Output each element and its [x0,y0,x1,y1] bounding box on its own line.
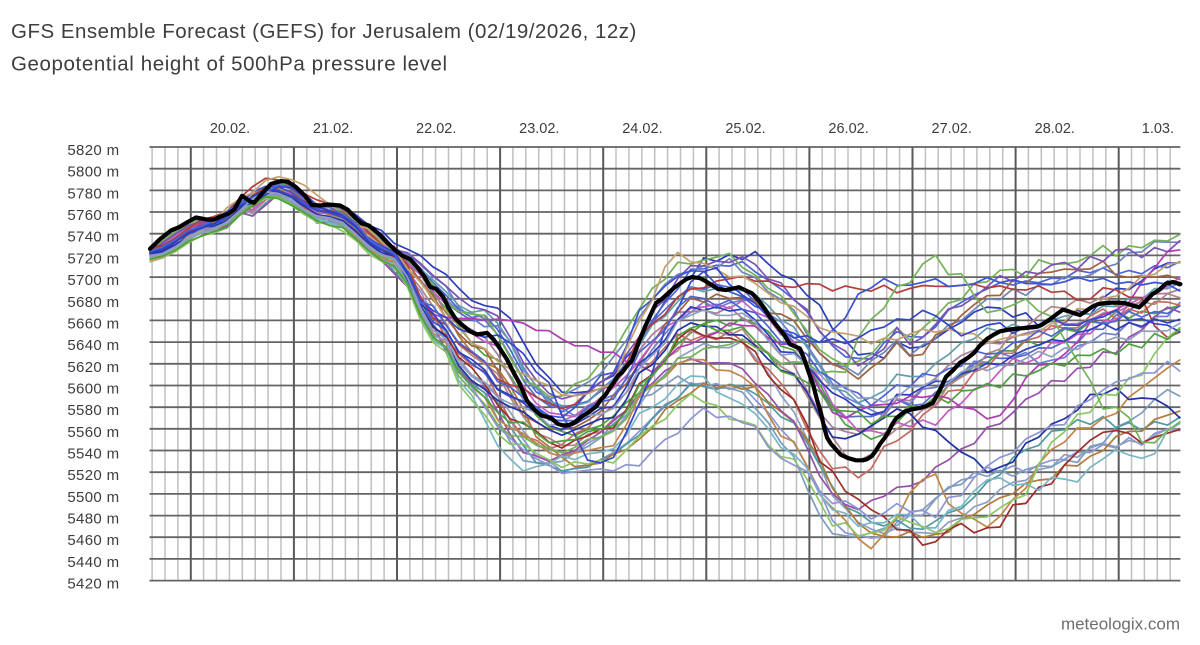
svg-text:5780 m: 5780 m [67,185,119,202]
svg-text:5520 m: 5520 m [67,467,119,484]
svg-text:5460 m: 5460 m [67,532,119,549]
svg-text:5760 m: 5760 m [67,207,119,224]
svg-text:5740 m: 5740 m [67,229,119,246]
svg-text:25.02.: 25.02. [725,121,765,137]
svg-text:5620 m: 5620 m [67,359,119,376]
svg-text:27.02.: 27.02. [932,121,972,137]
svg-text:5640 m: 5640 m [67,337,119,354]
svg-text:21.02.: 21.02. [313,121,353,137]
svg-text:5420 m: 5420 m [67,576,119,593]
svg-text:24.02.: 24.02. [622,121,662,137]
svg-text:5580 m: 5580 m [67,402,119,419]
svg-text:5480 m: 5480 m [67,511,119,528]
svg-text:5560 m: 5560 m [67,424,119,441]
svg-text:5600 m: 5600 m [67,381,119,398]
svg-text:5700 m: 5700 m [67,272,119,289]
svg-text:meteologix.com: meteologix.com [1061,615,1180,634]
svg-text:5720 m: 5720 m [67,250,119,267]
svg-text:5680 m: 5680 m [67,294,119,311]
svg-text:5540 m: 5540 m [67,446,119,463]
svg-text:5500 m: 5500 m [67,489,119,506]
svg-text:23.02.: 23.02. [519,121,559,137]
svg-text:28.02.: 28.02. [1035,121,1075,137]
svg-text:22.02.: 22.02. [416,121,456,137]
svg-text:5820 m: 5820 m [67,142,119,159]
svg-text:GFS Ensemble Forecast (GEFS) f: GFS Ensemble Forecast (GEFS) for Jerusal… [11,20,637,43]
svg-text:1.03.: 1.03. [1142,121,1174,137]
svg-text:Geopotential height of 500hPa: Geopotential height of 500hPa pressure l… [11,53,448,76]
svg-text:5660 m: 5660 m [67,315,119,332]
svg-text:5800 m: 5800 m [67,164,119,181]
svg-text:20.02.: 20.02. [210,121,250,137]
svg-text:5440 m: 5440 m [67,554,119,571]
svg-text:26.02.: 26.02. [828,121,868,137]
